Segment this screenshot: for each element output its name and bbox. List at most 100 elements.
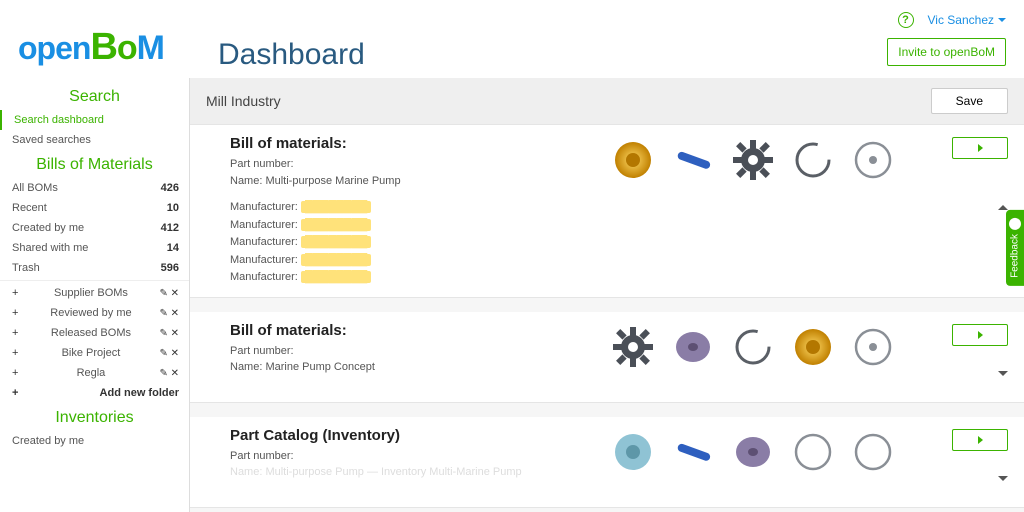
collapse-toggle[interactable] bbox=[998, 481, 1008, 497]
part-thumb-gear-gold-icon bbox=[790, 324, 836, 370]
part-thumb-disc-grey-icon bbox=[850, 324, 896, 370]
mfr-label: Manufacturer: bbox=[230, 219, 298, 231]
chevron-up-icon bbox=[998, 189, 1008, 210]
user-menu[interactable]: Vic Sanchez bbox=[928, 13, 1007, 27]
save-button[interactable]: Save bbox=[931, 88, 1008, 114]
sidebar-item-trash[interactable]: Trash 596 bbox=[0, 258, 189, 278]
mfr-label: Manufacturer: bbox=[230, 236, 298, 248]
mfr-label: Manufacturer: bbox=[230, 271, 298, 283]
part-thumb-disc-grey-icon bbox=[850, 137, 896, 183]
count-badge: 10 bbox=[167, 202, 179, 214]
sidebar-folder-reviewed[interactable]: Reviewed by me ✎ ✕ bbox=[0, 303, 189, 323]
sidebar-item-label: Supplier BOMs bbox=[54, 287, 128, 299]
mfr-label: Manufacturer: bbox=[230, 201, 298, 213]
part-thumb-rod-blue-icon bbox=[670, 137, 716, 183]
thumbnail-row bbox=[610, 322, 918, 392]
sidebar-item-recent[interactable]: Recent 10 bbox=[0, 198, 189, 218]
sidebar-folder-bike-project[interactable]: Bike Project ✎ ✕ bbox=[0, 343, 189, 363]
sidebar-heading-search: Search bbox=[0, 82, 189, 110]
sidebar-item-all-boms[interactable]: All BOMs 426 bbox=[0, 178, 189, 198]
manufacturer-list: Manufacturer: ████████ Manufacturer: ███… bbox=[230, 199, 590, 287]
card-part-number: Part number: bbox=[230, 448, 590, 465]
sidebar-item-shared-with-me[interactable]: Shared with me 14 bbox=[0, 238, 189, 258]
thumbnail-row bbox=[610, 427, 918, 497]
part-thumb-disc-violet-icon bbox=[670, 324, 716, 370]
sidebar-add-folder[interactable]: Add new folder bbox=[0, 383, 189, 403]
card-part-number: Part number: bbox=[230, 343, 590, 360]
card-name: Name: Multi-purpose Marine Pump bbox=[230, 173, 590, 190]
folder-edit-icons[interactable]: ✎ ✕ bbox=[159, 308, 179, 319]
folder-edit-icons[interactable]: ✎ ✕ bbox=[159, 368, 179, 379]
count-badge: 14 bbox=[167, 242, 179, 254]
card-part-number: Part number: bbox=[230, 156, 590, 173]
open-button[interactable] bbox=[952, 324, 1008, 346]
group-title: Mill Industry bbox=[206, 93, 281, 109]
part-thumb-cog-dark-icon bbox=[610, 324, 656, 370]
sidebar-item-label: Recent bbox=[12, 202, 47, 214]
part-thumb-disc-grey-icon bbox=[790, 429, 836, 475]
sidebar-folder-supplier-boms[interactable]: Supplier BOMs ✎ ✕ bbox=[0, 283, 189, 303]
result-card: Part Catalog (Inventory) Part number: Na… bbox=[190, 417, 1024, 508]
folder-edit-icons[interactable]: ✎ ✕ bbox=[159, 288, 179, 299]
feedback-dot-icon bbox=[1009, 218, 1021, 230]
part-thumb-disc-grey-icon bbox=[850, 429, 896, 475]
sidebar-item-saved-searches[interactable]: Saved searches bbox=[0, 130, 189, 150]
sidebar-heading-boms: Bills of Materials bbox=[0, 150, 189, 178]
sidebar-item-label: All BOMs bbox=[12, 182, 58, 194]
sidebar-item-label: Reviewed by me bbox=[50, 307, 131, 319]
sidebar-item-label: Regla bbox=[77, 367, 106, 379]
sidebar: Search Search dashboard Saved searches B… bbox=[0, 78, 190, 512]
card-title: Bill of materials: bbox=[230, 322, 590, 339]
folder-edit-icons[interactable]: ✎ ✕ bbox=[159, 348, 179, 359]
sidebar-item-label: Released BOMs bbox=[51, 327, 131, 339]
part-thumb-gear-cyan-icon bbox=[610, 429, 656, 475]
count-badge: 426 bbox=[161, 182, 179, 194]
count-badge: 412 bbox=[161, 222, 179, 234]
invite-button[interactable]: Invite to openBoM bbox=[887, 38, 1006, 66]
sidebar-item-label: Shared with me bbox=[12, 242, 88, 254]
feedback-label: Feedback bbox=[1010, 234, 1021, 278]
open-button[interactable] bbox=[952, 429, 1008, 451]
part-thumb-gear-gold-icon bbox=[610, 137, 656, 183]
sidebar-item-label: Bike Project bbox=[62, 347, 121, 359]
caret-down-icon bbox=[998, 18, 1006, 22]
chevron-right-icon bbox=[978, 331, 983, 339]
card-name: Name: Marine Pump Concept bbox=[230, 359, 590, 376]
sidebar-item-label: Search dashboard bbox=[14, 114, 104, 126]
chevron-down-icon bbox=[998, 476, 1008, 497]
mfr-label: Manufacturer: bbox=[230, 254, 298, 266]
sidebar-item-label: Saved searches bbox=[12, 134, 91, 146]
part-thumb-ring-open-icon bbox=[790, 137, 836, 183]
part-thumb-rod-blue-icon bbox=[670, 429, 716, 475]
part-thumb-ring-open-icon bbox=[730, 324, 776, 370]
sidebar-folder-released[interactable]: Released BOMs ✎ ✕ bbox=[0, 323, 189, 343]
user-name-label: Vic Sanchez bbox=[928, 13, 995, 27]
chevron-right-icon bbox=[978, 144, 983, 152]
sidebar-item-created-by-me[interactable]: Created by me 412 bbox=[0, 218, 189, 238]
help-icon[interactable]: ? bbox=[898, 12, 914, 28]
folder-edit-icons[interactable]: ✎ ✕ bbox=[159, 328, 179, 339]
sidebar-item-label: Created by me bbox=[12, 222, 84, 234]
collapse-toggle[interactable] bbox=[998, 376, 1008, 392]
collapse-toggle[interactable] bbox=[998, 189, 1008, 205]
group-header: Mill Industry Save bbox=[190, 78, 1024, 125]
feedback-tab[interactable]: Feedback bbox=[1006, 210, 1024, 286]
result-card: Bill of materials: Part number: Name: Mu… bbox=[190, 125, 1024, 298]
sidebar-item-label: Add new folder bbox=[100, 387, 179, 399]
chevron-down-icon bbox=[998, 371, 1008, 392]
thumbnail-row bbox=[610, 135, 918, 287]
count-badge: 596 bbox=[161, 262, 179, 274]
sidebar-item-label: Trash bbox=[12, 262, 40, 274]
sidebar-item-search-dashboard[interactable]: Search dashboard bbox=[0, 110, 189, 130]
sidebar-item-label: Created by me bbox=[12, 435, 84, 447]
brand-logo: openBoM bbox=[18, 26, 188, 69]
result-card: Bill of materials: Part number: Name: Ma… bbox=[190, 312, 1024, 403]
part-thumb-cog-dark-icon bbox=[730, 137, 776, 183]
sidebar-item-inv-created-by-me[interactable]: Created by me bbox=[0, 431, 189, 451]
open-button[interactable] bbox=[952, 137, 1008, 159]
page-title: Dashboard bbox=[218, 38, 887, 72]
card-title: Bill of materials: bbox=[230, 135, 590, 152]
sidebar-folder-regla[interactable]: Regla ✎ ✕ bbox=[0, 363, 189, 383]
sidebar-heading-inventories: Inventories bbox=[0, 403, 189, 431]
card-name: Name: Multi-purpose Pump — Inventory Mul… bbox=[230, 464, 590, 481]
